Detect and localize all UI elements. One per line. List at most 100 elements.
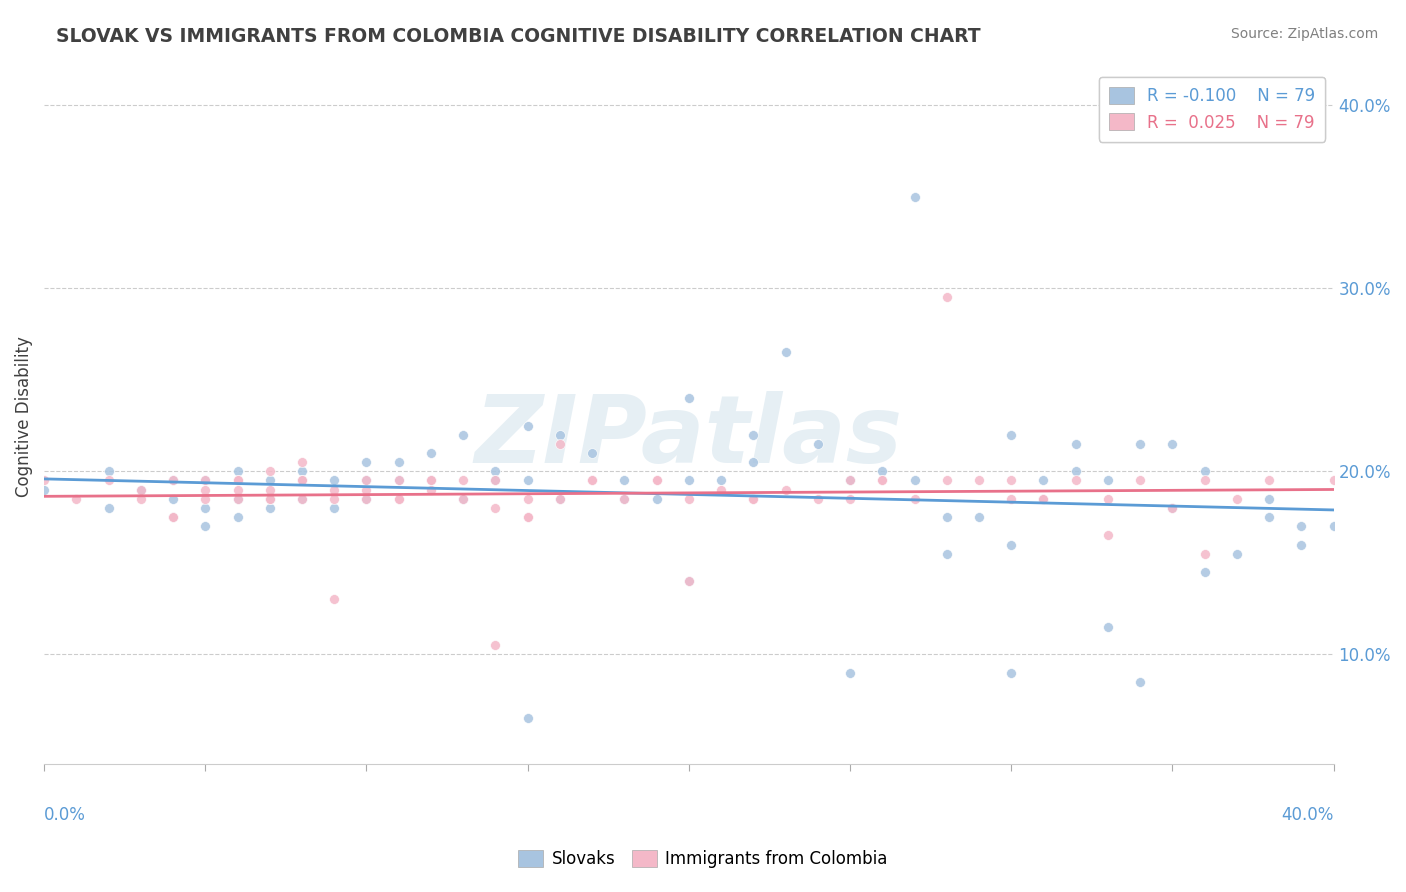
- Point: [903, 474, 925, 488]
- Point: [259, 500, 281, 515]
- Point: [323, 592, 346, 607]
- Point: [129, 483, 152, 497]
- Point: [32, 474, 55, 488]
- Point: [935, 290, 957, 304]
- Point: [903, 491, 925, 506]
- Point: [1194, 565, 1216, 579]
- Point: [226, 474, 249, 488]
- Point: [129, 491, 152, 506]
- Point: [194, 483, 217, 497]
- Point: [1226, 547, 1249, 561]
- Point: [226, 474, 249, 488]
- Point: [775, 483, 797, 497]
- Point: [1064, 474, 1087, 488]
- Point: [194, 519, 217, 533]
- Point: [259, 491, 281, 506]
- Point: [516, 510, 538, 524]
- Point: [194, 474, 217, 488]
- Y-axis label: Cognitive Disability: Cognitive Disability: [15, 336, 32, 497]
- Point: [323, 491, 346, 506]
- Point: [291, 474, 314, 488]
- Point: [1097, 474, 1119, 488]
- Point: [839, 474, 862, 488]
- Point: [872, 474, 894, 488]
- Point: [194, 500, 217, 515]
- Point: [162, 491, 184, 506]
- Point: [1161, 500, 1184, 515]
- Point: [775, 345, 797, 359]
- Point: [613, 474, 636, 488]
- Point: [872, 474, 894, 488]
- Point: [581, 474, 603, 488]
- Point: [388, 491, 411, 506]
- Point: [1032, 474, 1054, 488]
- Text: 40.0%: 40.0%: [1281, 806, 1334, 824]
- Point: [710, 483, 733, 497]
- Text: SLOVAK VS IMMIGRANTS FROM COLOMBIA COGNITIVE DISABILITY CORRELATION CHART: SLOVAK VS IMMIGRANTS FROM COLOMBIA COGNI…: [56, 27, 981, 45]
- Point: [807, 437, 830, 451]
- Point: [65, 491, 87, 506]
- Point: [839, 491, 862, 506]
- Point: [872, 464, 894, 478]
- Point: [742, 491, 765, 506]
- Point: [259, 474, 281, 488]
- Point: [678, 574, 700, 589]
- Point: [129, 483, 152, 497]
- Point: [226, 491, 249, 506]
- Point: [484, 474, 506, 488]
- Point: [903, 189, 925, 203]
- Point: [742, 491, 765, 506]
- Point: [1258, 491, 1281, 506]
- Point: [484, 474, 506, 488]
- Point: [548, 491, 571, 506]
- Point: [1258, 474, 1281, 488]
- Point: [484, 638, 506, 652]
- Point: [291, 474, 314, 488]
- Point: [420, 474, 443, 488]
- Point: [356, 491, 378, 506]
- Point: [516, 418, 538, 433]
- Point: [1000, 537, 1022, 551]
- Point: [839, 474, 862, 488]
- Point: [162, 510, 184, 524]
- Point: [291, 455, 314, 469]
- Point: [1097, 528, 1119, 542]
- Point: [1323, 474, 1346, 488]
- Point: [613, 491, 636, 506]
- Point: [162, 474, 184, 488]
- Point: [678, 491, 700, 506]
- Point: [291, 491, 314, 506]
- Legend: Slovaks, Immigrants from Colombia: Slovaks, Immigrants from Colombia: [512, 843, 894, 875]
- Point: [839, 474, 862, 488]
- Point: [451, 427, 474, 442]
- Point: [1032, 491, 1054, 506]
- Point: [678, 574, 700, 589]
- Point: [1000, 665, 1022, 680]
- Point: [97, 474, 120, 488]
- Point: [935, 547, 957, 561]
- Point: [678, 474, 700, 488]
- Point: [420, 483, 443, 497]
- Point: [967, 510, 990, 524]
- Point: [323, 500, 346, 515]
- Text: 0.0%: 0.0%: [44, 806, 86, 824]
- Point: [388, 474, 411, 488]
- Point: [1161, 437, 1184, 451]
- Point: [226, 491, 249, 506]
- Point: [1000, 427, 1022, 442]
- Point: [97, 500, 120, 515]
- Legend: R = -0.100    N = 79, R =  0.025    N = 79: R = -0.100 N = 79, R = 0.025 N = 79: [1099, 77, 1326, 142]
- Point: [259, 491, 281, 506]
- Point: [226, 510, 249, 524]
- Point: [356, 483, 378, 497]
- Point: [1032, 491, 1054, 506]
- Point: [226, 483, 249, 497]
- Point: [935, 474, 957, 488]
- Point: [1194, 474, 1216, 488]
- Point: [226, 464, 249, 478]
- Text: ZIPatlas: ZIPatlas: [475, 392, 903, 483]
- Point: [32, 483, 55, 497]
- Point: [645, 474, 668, 488]
- Point: [1064, 464, 1087, 478]
- Point: [516, 510, 538, 524]
